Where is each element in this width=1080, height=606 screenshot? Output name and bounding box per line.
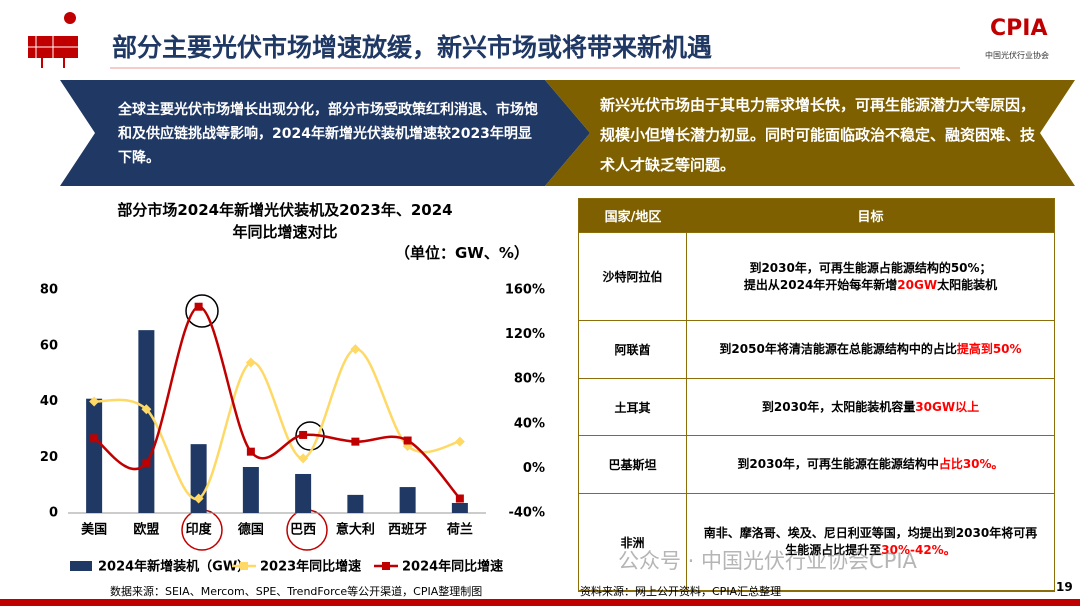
text-run: 到2030年，可再生能源占能源结构的50%； [749, 260, 992, 275]
legend-label: 2024年同比增速 [402, 559, 503, 575]
marker [454, 436, 465, 447]
text-run: 提出从2024年开始每年新增 [743, 277, 898, 292]
legend-swatch [240, 562, 248, 570]
cell-text: 到2030年，太阳能装机容量30GW以上 [762, 399, 979, 416]
marker [90, 434, 99, 443]
x-tick-label: 欧盟 [133, 522, 159, 538]
page-number: 19 [1056, 580, 1073, 594]
cell-text: 南非、摩洛哥、埃及、尼日利亚等国，均提出到2030年将可再生能源占比提升至30%… [701, 525, 1040, 559]
marker [246, 447, 255, 456]
cell-text: 到2030年，可再生能源占能源结构的50%； 提出从2024年开始每年新增20GW… [744, 260, 997, 294]
banner-left [60, 80, 590, 186]
bar [451, 502, 468, 513]
chart-source: 数据来源：SEIA、Mercom、SPE、TrendForce等公开渠道，CPI… [110, 585, 483, 598]
marker [141, 404, 152, 415]
x-tick-label: 西班牙 [388, 522, 427, 538]
bar [347, 494, 364, 513]
marker [351, 437, 360, 446]
marker [245, 357, 256, 368]
title: 部分主要光伏市场增速放缓，新兴市场或将带来新机遇 [112, 33, 713, 62]
marker [193, 493, 204, 504]
chart-unit: （单位：GW、%） [395, 244, 529, 262]
legend-swatch [382, 562, 390, 570]
y2-tick-label: 40% [514, 416, 545, 431]
table-cell: 到2050年将清洁能源在总能源结构中的占比提高到50% [687, 321, 1054, 379]
x-tick-label: 意大利 [336, 522, 375, 538]
table-header: 国家/地区 [579, 199, 687, 233]
legend-label: 2023年同比增速 [260, 559, 361, 575]
legend-label: 2024年新增装机（GW） [98, 559, 250, 575]
text-run: 太阳能装机 [937, 277, 998, 292]
bar [295, 473, 312, 513]
logo: CPIA [990, 16, 1048, 41]
table-cell: 南非、摩洛哥、埃及、尼日利亚等国，均提出到2030年将可再生能源占比提升至30%… [687, 494, 1054, 591]
text-run: 30%-42%。 [881, 543, 956, 557]
line [93, 347, 461, 500]
banner-text: 全球主要光伏市场增长出现分化，部分市场受政策红利消退、市场饱和及供应链挑战等影响… [118, 102, 538, 166]
marker [194, 302, 203, 311]
marker [455, 494, 464, 503]
cell-text: 到2030年，可再生能源在能源结构中占比30%。 [737, 456, 1003, 473]
text-run: 到2030年，太阳能装机容量 [761, 399, 916, 414]
table-cell: 沙特阿拉伯 [579, 233, 687, 321]
y-tick-label: 0 [49, 506, 58, 521]
text-run: 南非、摩洛哥、埃及、尼日利亚等国，均提出到2030年将可再生能源占比提升至 [703, 526, 1038, 557]
table-cell: 巴基斯坦 [579, 436, 687, 494]
y2-tick-label: 0% [523, 461, 545, 476]
x-tick-label: 美国 [81, 522, 107, 538]
x-tick-label: 荷兰 [446, 522, 473, 538]
y2-tick-label: -40% [508, 506, 545, 521]
table-header: 目标 [687, 199, 1054, 233]
table-cell: 到2030年，可再生能源占能源结构的50%； 提出从2024年开始每年新增20GW… [687, 233, 1054, 321]
table-cell: 非洲 [579, 494, 687, 591]
logo-sub: 中国光伏行业协会 [985, 51, 1049, 60]
table-cell: 阿联酋 [579, 321, 687, 379]
chart-title: 部分市场2024年新增光伏装机及2023年、2024年同比增速对比 [117, 201, 453, 241]
cell-text: 到2050年将清洁能源在总能源结构中的占比提高到50% [719, 341, 1021, 358]
y2-tick-label: 160% [505, 283, 545, 298]
y-tick-label: 80 [40, 283, 58, 298]
marker [403, 436, 412, 445]
footer-bar [0, 599, 1080, 606]
y-tick-label: 40 [40, 394, 58, 409]
bar [138, 330, 155, 513]
text-run: 占比30%。 [938, 457, 1004, 471]
y-tick-label: 60 [40, 338, 58, 353]
x-tick-label: 德国 [238, 522, 264, 538]
x-tick-label: 印度 [186, 522, 213, 538]
marker [298, 453, 309, 464]
table-cell: 到2030年，可再生能源在能源结构中占比30%。 [687, 436, 1054, 494]
highlight-ring [185, 294, 219, 328]
marker [299, 430, 308, 439]
table-source: 资料来源：网上公开资料，CPIA汇总整理 [580, 585, 782, 598]
text-run: 到2050年将清洁能源在总能源结构中的占比 [719, 342, 957, 356]
x-tick-label: 巴西 [290, 523, 316, 538]
text-run: 20GW [897, 277, 938, 292]
text-run: 提高到50% [956, 342, 1022, 356]
table-cell: 到2030年，太阳能装机容量30GW以上 [687, 379, 1054, 436]
y-tick-label: 20 [40, 450, 58, 465]
marker [350, 344, 361, 355]
banner-right [545, 80, 1075, 186]
bar [242, 467, 259, 513]
text-run: 到2030年，可再生能源在能源结构中 [737, 457, 939, 471]
table-cell: 土耳其 [579, 379, 687, 436]
bar [86, 398, 103, 513]
solar-icon [28, 12, 78, 68]
y2-tick-label: 120% [505, 327, 545, 342]
legend-swatch [70, 561, 92, 571]
table: 国家/地区 目标 沙特阿拉伯 到2030年，可再生能源占能源结构的50%； 提出从202… [578, 198, 1055, 592]
bar [399, 487, 416, 513]
banner-text: 新兴光伏市场由于其电力需求增长快，可再生能源潜力大等原因，规模小但增长潜力初显。… [600, 96, 1036, 174]
text-run: 30GW以上 [915, 399, 980, 414]
marker [142, 458, 151, 467]
marker [89, 396, 100, 407]
watermark: 公众号 · 中国光伏行业协会CPIA [618, 549, 917, 573]
y2-tick-label: 80% [514, 372, 545, 387]
